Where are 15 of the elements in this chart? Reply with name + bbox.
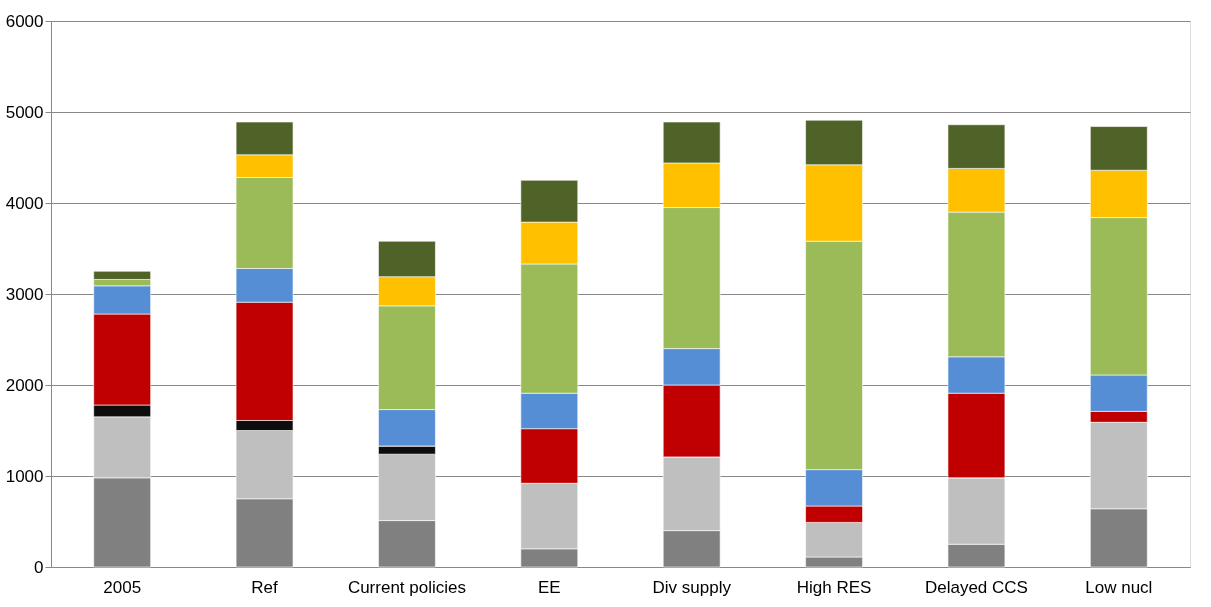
y-tick-label: 6000 (5, 11, 44, 31)
y-tick-label: 3000 (5, 284, 44, 304)
x-tick-label: 2005 (103, 577, 142, 597)
x-tick-label: High RES (796, 577, 872, 597)
y-tick-label: 4000 (5, 193, 44, 213)
x-tick-label: Div supply (652, 577, 732, 597)
x-tick-label: Delayed CCS (924, 577, 1028, 597)
y-tick-label: 5000 (5, 102, 44, 122)
x-tick-label: Current policies (347, 577, 466, 597)
x-tick-label: Low nucl (1085, 577, 1153, 597)
y-tick-label: 1000 (5, 466, 44, 486)
x-tick-label: EE (537, 577, 561, 597)
y-tick-label: 0 (34, 557, 44, 577)
x-tick-label: Ref (251, 577, 279, 597)
y-tick-label: 2000 (5, 375, 44, 395)
